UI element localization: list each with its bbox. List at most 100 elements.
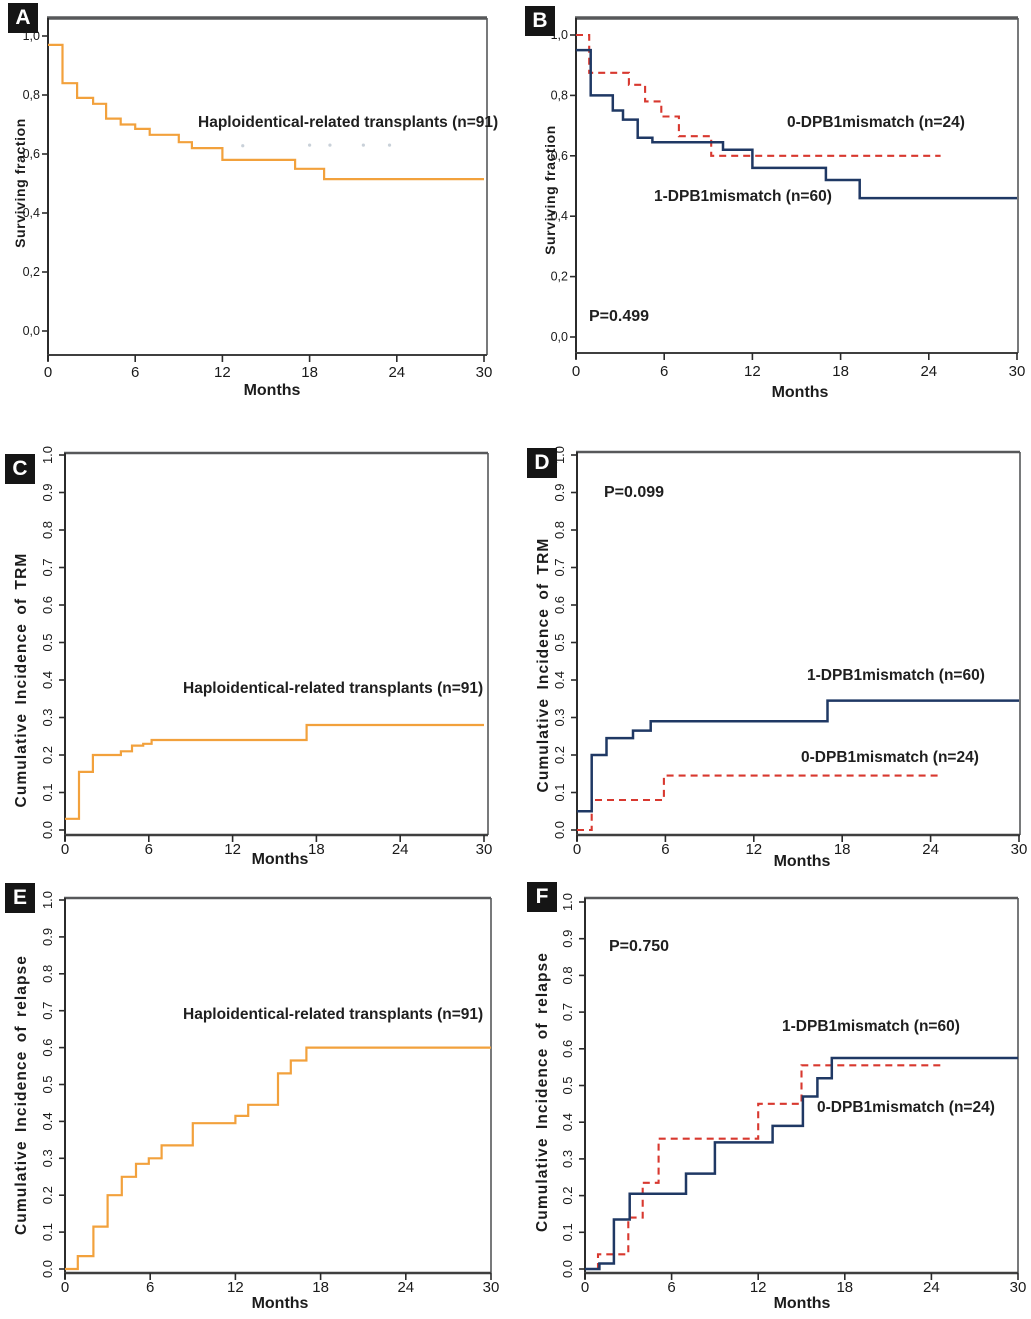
y-tick-label: 0.6 [560,1040,575,1058]
series-0-dpb1-mismatch [585,1064,942,1271]
x-tick-label: 30 [1011,841,1028,858]
x-tick-label: 0 [572,363,580,380]
x-axis-title: Months [251,851,309,868]
x-tick-label: 18 [301,364,318,381]
panel-letter-C: C [5,454,35,484]
y-tick-label: 0,2 [23,265,40,279]
x-tick-label: 24 [388,364,405,381]
y-tick-label: 0.1 [560,1223,575,1241]
x-tick-label: 18 [832,363,849,380]
series-1-dpb1-mismatch [576,48,1017,200]
panel-letter-B: B [525,6,555,36]
y-tick-label: 0.7 [40,558,55,576]
y-tick-label: 0,4 [23,206,40,220]
y-tick-label: 0.1 [40,783,55,801]
p-value-label: P=0.099 [604,484,665,501]
series-haploidentical-related-transplants [65,1046,491,1271]
x-tick-label: 12 [227,1279,244,1296]
curve-label-haplo: Haploidentical-related transplants (n=91… [183,680,484,697]
x-tick-label: 24 [920,363,937,380]
y-tick-label: 0.5 [552,633,567,651]
panel-letter-D: D [527,448,557,478]
y-tick-label: 0.9 [40,928,55,946]
x-tick-label: 24 [923,1279,940,1296]
series-1-dpb1-mismatch [577,699,1019,813]
x-tick-label: 18 [834,841,851,858]
y-tick-label: 0.2 [560,1187,575,1205]
y-tick-label: 0.5 [560,1076,575,1094]
y-tick-label: 0.8 [560,966,575,984]
panel-C: 0.0 0.1 0.2 0.3 0.4 0.5 0.6 0.7 0.8 0.9 1.0 0 6 12 18 2… [0,430,515,878]
panel-A: 0,0 0,2 0,4 0,6 0,8 1,0 0 6 12 18 24 30 A Surviving… [0,0,515,415]
series-0-dpb1-mismatch [577,774,941,832]
y-axis-title: Surviving fraction [12,118,28,248]
x-tick-label: 12 [750,1279,767,1296]
y-tick-label: 0,2 [551,270,568,284]
y-tick-label: 0.4 [552,671,567,689]
censor-mark [308,143,312,147]
curve-label-1dpb1: 1-DPB1mismatch (n=60) [654,188,832,205]
x-tick-label: 0 [61,1279,69,1296]
curve-label-0dpb1: 0-DPB1mismatch (n=24) [801,749,979,766]
p-value-label: P=0.750 [609,938,670,955]
y-tick-label: 0.6 [552,596,567,614]
x-axis-title: Months [773,1295,831,1312]
y-axis-title: Surviving fraction [542,125,558,255]
panel-F-plot: 0.0 0.1 0.2 0.3 0.4 0.5 0.6 0.7 0.8 0.9 1.0 0 6 12 18 2… [560,893,1026,1296]
curve-label-haplo: Haploidentical-related transplants (n=91… [198,114,499,131]
curve-label-haplo: Haploidentical-related transplants (n=91… [183,1006,484,1023]
y-tick-label: 0.5 [40,633,55,651]
y-tick-label: 0.8 [552,521,567,539]
x-axis-title: Months [251,1295,309,1312]
curve-label-0dpb1: 0-DPB1mismatch (n=24) [817,1099,995,1116]
panel-B-plot: 0,00,20,40,60,81,00 6 12 18 24 30 [551,16,1025,380]
x-tick-label: 0 [581,1279,589,1296]
panel-C-plot: 0.0 0.1 0.2 0.3 0.4 0.5 0.6 0.7 0.8 0.9 1.0 0 6 12 18 2… [40,446,493,858]
panel-B: 0,0 0,2 0,4 0,6 0,8 1,0 0 6 12 18 24 30 B Surviving… [515,0,1031,415]
y-tick-label: 0.2 [552,746,567,764]
curve-label-0dpb1: 0-DPB1mismatch (n=24) [787,114,965,131]
y-axis-title: Cumulative Incidence of relapse [13,955,30,1235]
x-tick-label: 6 [146,1279,154,1296]
curve-label-1dpb1: 1-DPB1mismatch (n=60) [782,1018,960,1035]
x-tick-label: 24 [392,841,409,858]
x-tick-label: 6 [145,841,153,858]
y-tick-label: 0.0 [40,821,55,839]
x-axis-title: Months [243,382,301,399]
censor-mark [387,143,392,147]
x-tick-label: 0 [573,841,581,858]
x-tick-label: 12 [745,841,762,858]
y-tick-label: 0.3 [40,1149,55,1167]
x-tick-label: 30 [476,841,493,858]
y-tick-label: 0.9 [40,483,55,501]
x-tick-label: 12 [744,363,761,380]
y-tick-label: 0.5 [40,1075,55,1093]
x-tick-label: 6 [661,841,669,858]
y-tick-label: 1.0 [40,446,55,464]
y-tick-label: 0.2 [40,1186,55,1204]
series-haploidentical-related-transplants [48,43,484,181]
y-tick-label: 0.8 [40,521,55,539]
series-1-dpb1-mismatch [585,1056,1018,1271]
y-tick-label: 0.0 [40,1260,55,1278]
y-tick-label: 0.6 [40,596,55,614]
x-tick-label: 24 [397,1279,414,1296]
x-tick-label: 24 [922,841,939,858]
y-tick-label: 0.8 [40,965,55,983]
y-tick-label: 0.3 [560,1150,575,1168]
censor-mark [328,143,332,147]
x-tick-label: 0 [61,841,69,858]
y-tick-label: 0.6 [40,1039,55,1057]
series-haploidentical-related-transplants [65,723,484,820]
y-tick-label: 0.7 [40,1002,55,1020]
y-tick-label: 0.9 [560,930,575,948]
x-tick-label: 12 [214,364,231,381]
y-tick-label: 0.7 [560,1003,575,1021]
censor-mark [241,144,245,148]
x-tick-label: 6 [660,363,668,380]
y-tick-label: 0.0 [552,821,567,839]
x-tick-label: 18 [836,1279,853,1296]
y-tick-label: 0,8 [551,88,568,102]
y-tick-label: 1.0 [40,891,55,909]
